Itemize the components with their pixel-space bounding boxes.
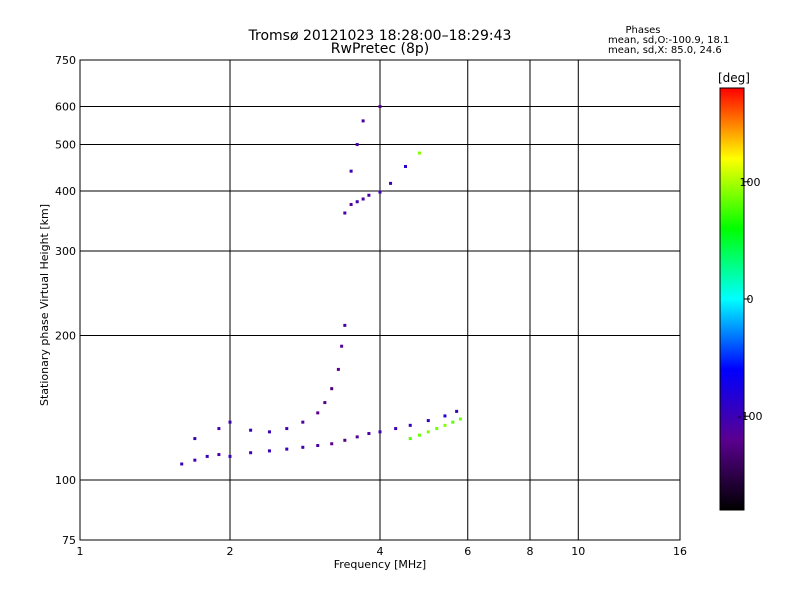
data-point	[180, 462, 184, 466]
data-point	[355, 435, 359, 439]
y-tick-label: 500	[55, 139, 76, 152]
data-point	[267, 430, 271, 434]
data-point	[205, 454, 209, 458]
y-tick-label: 200	[55, 330, 76, 343]
data-point	[443, 414, 447, 418]
y-tick-label: 400	[55, 185, 76, 198]
data-point	[336, 367, 340, 371]
data-point	[316, 444, 320, 448]
data-point	[426, 419, 430, 423]
data-point	[435, 427, 439, 431]
data-points	[180, 105, 462, 466]
stats-o-mode: mean, sd,O:-100.9, 18.1	[608, 35, 729, 46]
data-point	[323, 401, 327, 405]
y-axis-label: Stationary phase Virtual Height [km]	[38, 204, 51, 406]
data-point	[301, 445, 305, 449]
stats-heading: Phases	[625, 25, 660, 36]
data-point	[443, 423, 447, 427]
data-point	[378, 105, 382, 109]
data-point	[217, 453, 221, 457]
x-tick-label: 16	[673, 545, 687, 558]
plot-frame	[79, 59, 681, 541]
grid-lines	[80, 60, 680, 540]
colorbar-label: [deg]	[718, 71, 750, 85]
data-point	[417, 433, 421, 437]
x-axis-label: Frequency [MHz]	[334, 558, 426, 571]
data-point	[361, 119, 365, 123]
data-point	[378, 430, 382, 434]
data-point	[451, 420, 455, 424]
x-tick-label: 8	[527, 545, 534, 558]
y-tick-label: 750	[55, 54, 76, 67]
data-point	[193, 437, 197, 441]
y-tick-label: 100	[55, 474, 76, 487]
data-point	[285, 427, 289, 431]
data-point	[355, 200, 359, 204]
data-point	[455, 409, 459, 413]
colorbar-ticks: 100 0 -100	[738, 176, 763, 423]
colorbar-tick-label: 0	[747, 293, 754, 306]
colorbar-tick-label: 100	[740, 176, 761, 189]
data-point	[267, 449, 271, 453]
data-point	[193, 458, 197, 462]
data-point	[228, 420, 232, 424]
data-point	[330, 387, 334, 391]
y-tick-label: 75	[62, 534, 76, 547]
data-point	[394, 427, 398, 431]
data-point	[349, 202, 353, 206]
data-point	[389, 181, 393, 185]
data-point	[330, 442, 334, 446]
chart-title: Tromsø 20121023 18:28:00–18:29:43	[248, 28, 512, 44]
data-point	[458, 417, 462, 421]
x-tick-label: 1	[77, 545, 84, 558]
x-tick-label: 4	[377, 545, 384, 558]
y-tick-label: 600	[55, 101, 76, 114]
data-point	[217, 427, 221, 431]
data-point	[285, 447, 289, 451]
data-point	[408, 423, 412, 427]
x-tick-labels: 1 2 4 6 8 10 16	[77, 545, 688, 558]
y-tick-labels: 75 100 200 300 400 500 600 750	[55, 54, 76, 547]
x-tick-label: 2	[227, 545, 234, 558]
data-point	[361, 197, 365, 201]
data-point	[340, 344, 344, 348]
data-point	[301, 420, 305, 424]
data-point	[343, 323, 347, 327]
data-point	[228, 454, 232, 458]
data-point	[316, 411, 320, 415]
data-point	[403, 164, 407, 168]
y-tick-label: 300	[55, 245, 76, 258]
chart-subtitle: RwPretec (8p)	[331, 41, 429, 57]
data-point	[367, 193, 371, 197]
data-point	[355, 143, 359, 147]
colorbar-tick-label: -100	[738, 410, 763, 423]
data-point	[426, 430, 430, 434]
data-point	[343, 438, 347, 442]
data-point	[417, 151, 421, 155]
data-point	[408, 437, 412, 441]
data-point	[367, 432, 371, 436]
x-tick-label: 6	[464, 545, 471, 558]
colorbar	[719, 87, 745, 511]
data-point	[249, 451, 253, 455]
data-point	[249, 428, 253, 432]
x-tick-label: 10	[571, 545, 585, 558]
data-point	[343, 211, 347, 215]
data-point	[378, 190, 382, 194]
data-point	[349, 169, 353, 173]
stats-x-mode: mean, sd,X: 85.0, 24.6	[608, 45, 722, 56]
